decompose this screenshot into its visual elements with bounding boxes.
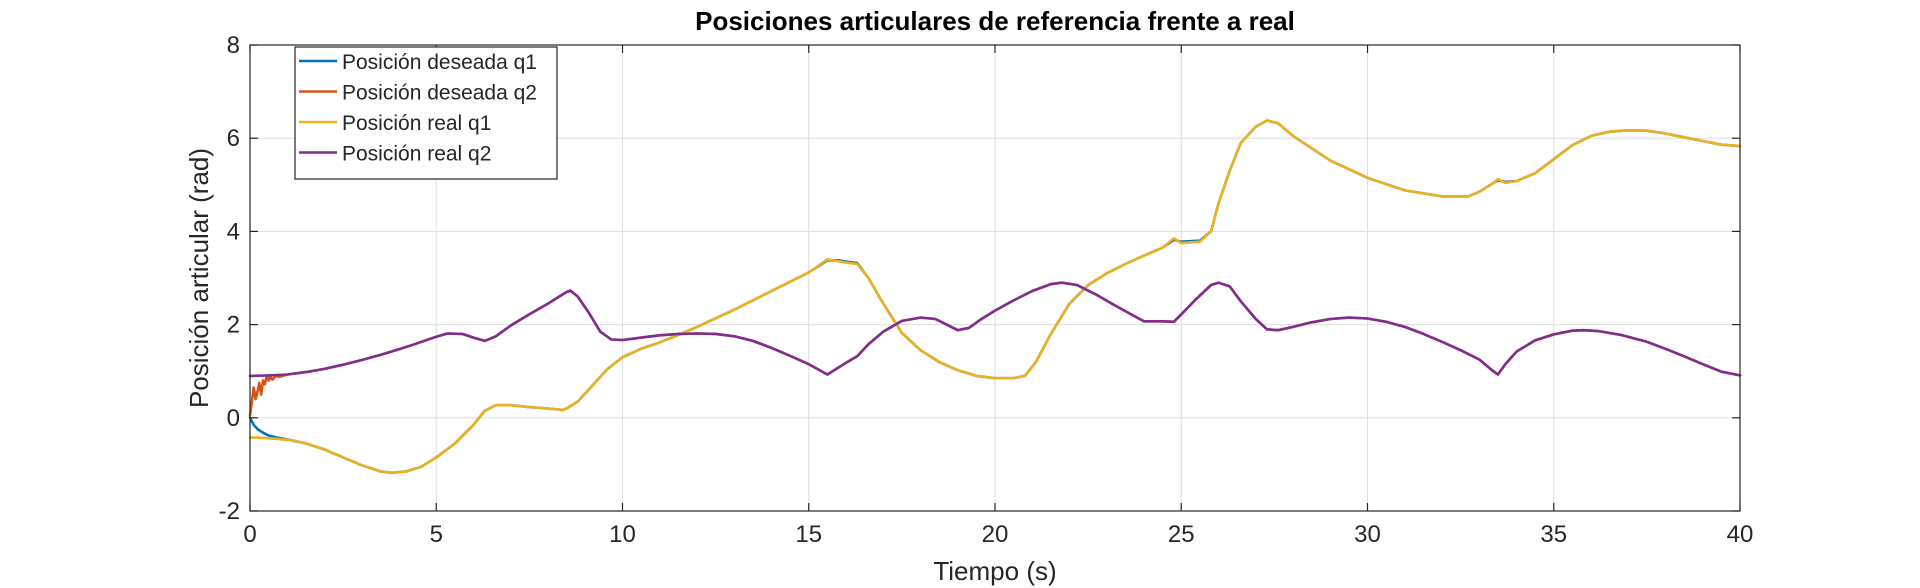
x-tick-label: 10: [609, 521, 636, 548]
legend-label: Posición real q2: [342, 143, 491, 166]
x-tick-label: 15: [795, 521, 822, 548]
y-tick-label: 2: [227, 312, 240, 339]
y-tick-label: 0: [227, 405, 240, 432]
x-tick-label: 25: [1168, 521, 1195, 548]
series-layer: [248, 119, 1742, 475]
series-line-4: [248, 281, 1742, 378]
x-tick-label: 0: [243, 521, 256, 548]
legend: Posición deseada q1 Posición deseada q2 Po…: [294, 46, 558, 180]
x-tick-label: 30: [1354, 521, 1381, 548]
legend-label: Posición real q1: [342, 112, 491, 135]
y-tick-label: 4: [227, 218, 240, 245]
y-tick-label: 6: [227, 125, 240, 152]
legend-box: [294, 46, 558, 180]
x-tick-label: 5: [430, 521, 443, 548]
y-axis-label: Posición articular (rad): [184, 148, 214, 408]
x-axis-label: Tiempo (s): [933, 556, 1056, 586]
x-tick-label: 40: [1727, 521, 1754, 548]
series-line-3: [248, 119, 1742, 475]
y-tick-label: -2: [219, 498, 240, 525]
x-tick-label: 35: [1540, 521, 1567, 548]
y-tick-label: 8: [227, 32, 240, 59]
chart-title: Posiciones articulares de referencia fre…: [695, 6, 1295, 36]
legend-label: Posición deseada q2: [342, 82, 537, 105]
x-tick-label: 20: [982, 521, 1009, 548]
legend-label: Posición deseada q1: [342, 51, 537, 74]
